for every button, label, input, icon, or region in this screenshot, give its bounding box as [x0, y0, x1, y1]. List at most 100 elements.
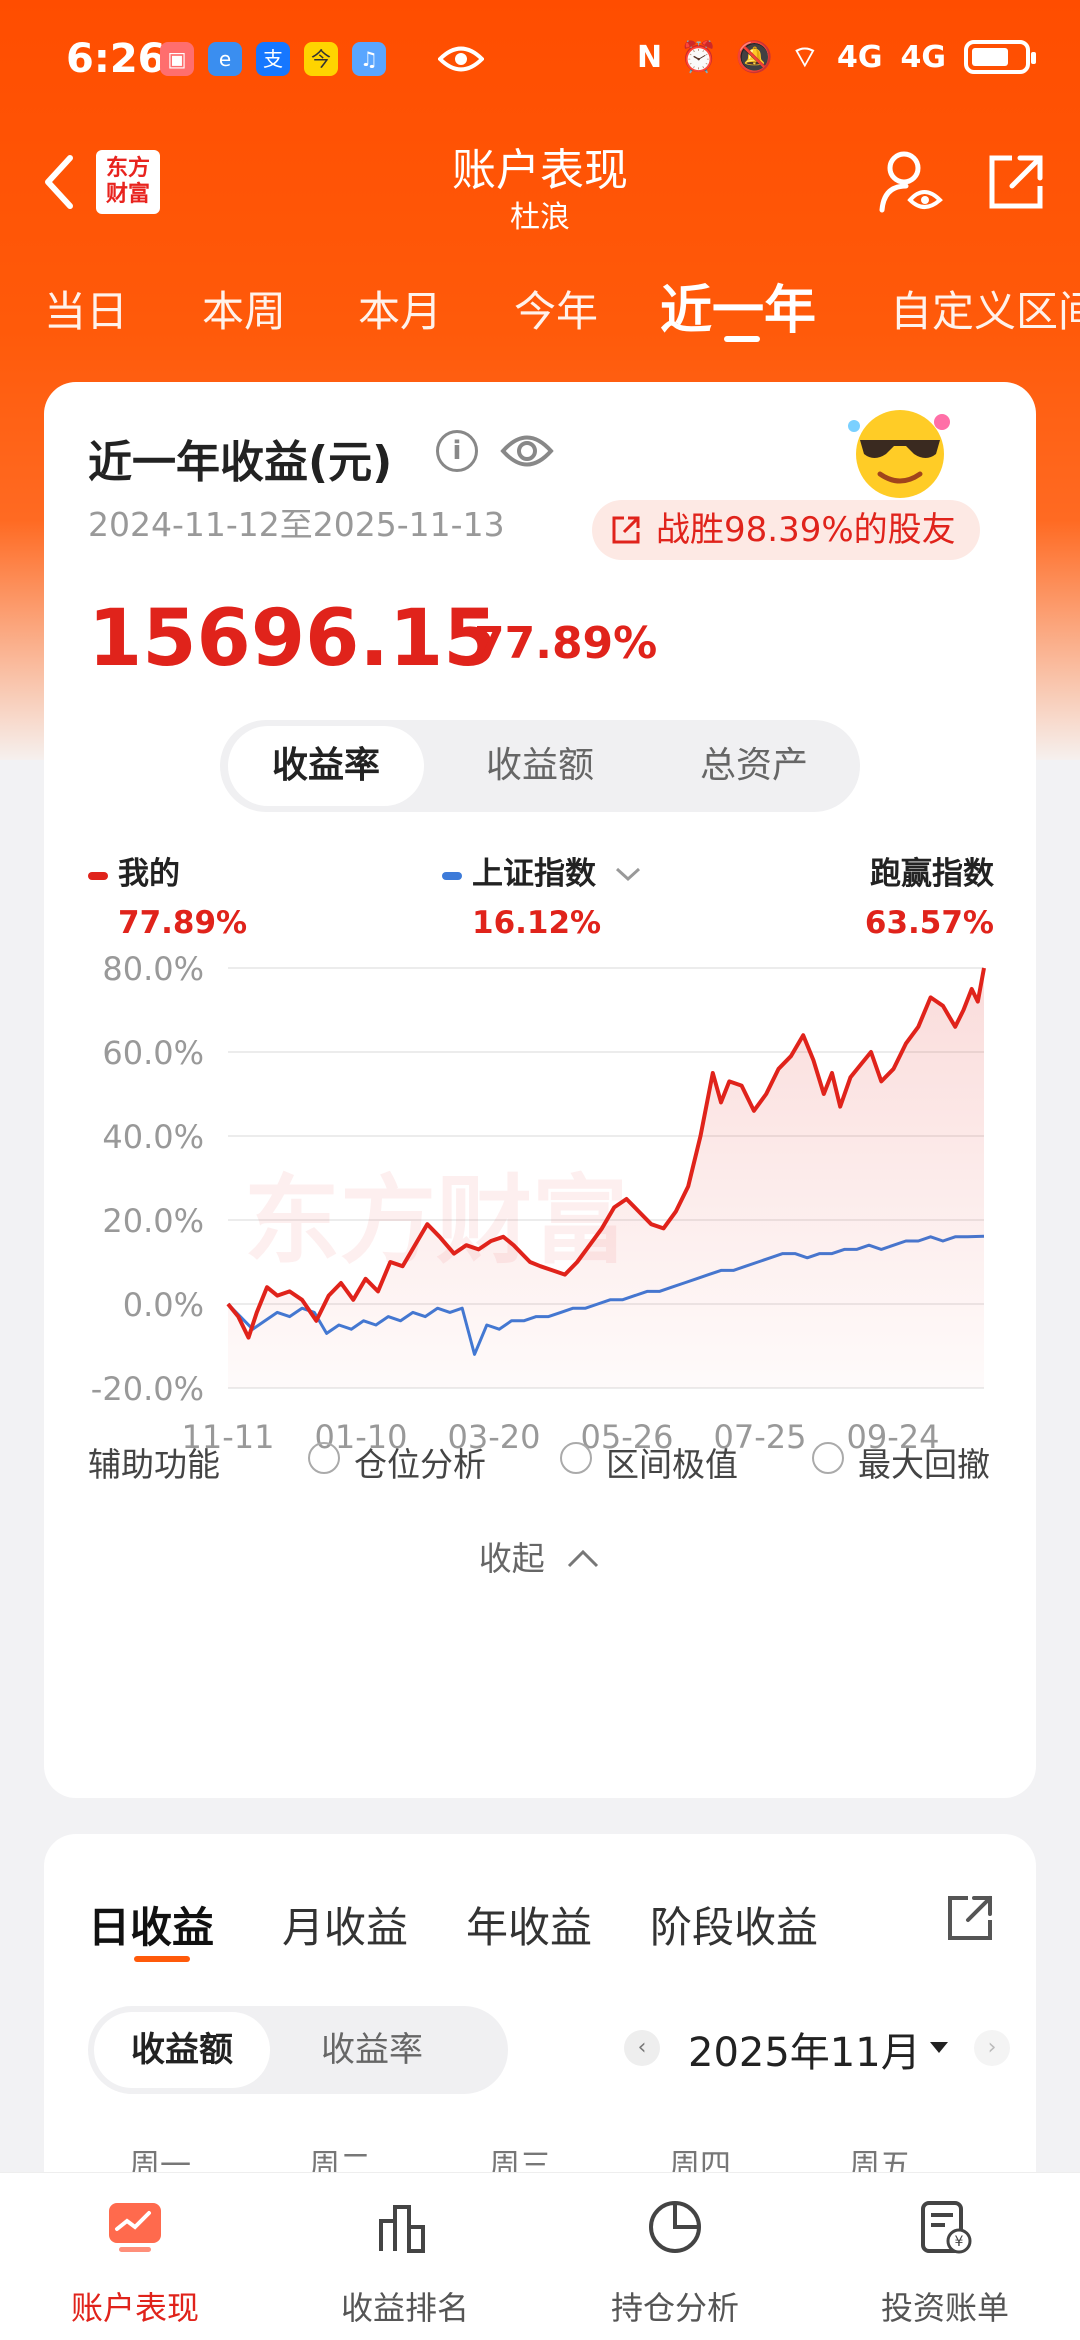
- account-name: 杜浪: [510, 200, 570, 235]
- returns-tab-indicator: [134, 1956, 190, 1962]
- sunglasses-emoji-icon: [848, 410, 950, 498]
- music-app-icon: ♫: [352, 42, 386, 76]
- legend-outperform-pct: 63.57%: [864, 905, 994, 941]
- bottom-nav-statement[interactable]: ¥ 投资账单: [810, 2173, 1080, 2340]
- battery-icon: [964, 40, 1036, 74]
- y-tick-label: 80.0%: [102, 952, 204, 988]
- status-time: 6:26: [66, 36, 166, 82]
- bar-chart-icon: [379, 2205, 425, 2253]
- x-tick-label: 07-25: [714, 1418, 807, 1456]
- tab-monthly-returns[interactable]: 月收益: [282, 1903, 409, 1952]
- tab-month[interactable]: 本月: [358, 287, 443, 336]
- notification-icons: ▣ e 支 今 ♫: [160, 42, 386, 76]
- legend-outperform-label: 跑赢指数: [870, 856, 994, 892]
- chevron-down-icon: [615, 867, 640, 882]
- mute-icon: 🔕: [735, 39, 773, 75]
- bottom-nav-label: 账户表现: [70, 2289, 199, 2327]
- tab-last-year[interactable]: 近一年: [660, 281, 817, 341]
- news-app-icon: 今: [304, 42, 338, 76]
- next-month-button[interactable]: ›: [974, 2030, 1010, 2066]
- aux-functions: 辅助功能 仓位分析 区间极值 最大回撤: [88, 1438, 1008, 1486]
- signal-4g-icon: 4G: [837, 39, 883, 75]
- wifi-icon: ⌔: [790, 40, 819, 75]
- metric-amount-option[interactable]: 收益额: [485, 745, 594, 786]
- max-drawdown-radio[interactable]: [812, 1442, 844, 1474]
- tab-ytd[interactable]: 今年: [514, 287, 599, 336]
- eye-comfort-icon: [437, 42, 485, 83]
- legend-mine: 我的 77.89%: [88, 848, 247, 941]
- share-icon[interactable]: [944, 1890, 998, 1944]
- svg-text:¥: ¥: [955, 2234, 964, 2250]
- y-tick-label: 20.0%: [102, 1202, 204, 1240]
- collapse-button[interactable]: 收起: [44, 1532, 1036, 1580]
- legend-mine-pct: 77.89%: [118, 905, 248, 941]
- summary-title: 近一年收益(元): [88, 437, 393, 488]
- chevron-up-icon: [568, 1549, 599, 1568]
- beat-peers-badge[interactable]: 战胜98.39%的股友: [592, 500, 980, 560]
- legend-mine-label: 我的: [118, 856, 180, 892]
- legend-mine-swatch: [88, 871, 108, 880]
- legend-index-swatch: [442, 871, 462, 880]
- bottom-nav-ranking[interactable]: 收益排名: [270, 2173, 540, 2340]
- tab-daily-returns[interactable]: 日收益: [88, 1903, 215, 1952]
- x-tick-label: 03-20: [448, 1418, 541, 1456]
- aux-label: 辅助功能: [88, 1445, 220, 1484]
- month-label[interactable]: 2025年11月: [688, 2030, 921, 2076]
- range-extreme-label[interactable]: 区间极值: [606, 1445, 738, 1484]
- nav-bar: 东方财富 账户表现 杜浪: [0, 120, 1080, 250]
- eastmoney-logo: 东方财富: [96, 150, 160, 214]
- y-tick-label: 0.0%: [123, 1286, 204, 1324]
- metric-rate-option[interactable]: 收益率: [228, 726, 424, 806]
- max-drawdown-label[interactable]: 最大回撤: [858, 1445, 990, 1484]
- y-tick-label: 40.0%: [102, 1118, 204, 1156]
- series-line-mine: [226, 967, 986, 1340]
- date-range: 2024-11-12至2025-11-13: [88, 505, 505, 544]
- bottom-nav: 账户表现 收益排名 持仓分析 ¥ 投资账单: [0, 2172, 1080, 2340]
- tab-custom-range[interactable]: 自定义区间: [890, 287, 1080, 336]
- month-picker: ‹ 2025年11月 ›: [584, 2016, 1010, 2086]
- tab-yearly-returns[interactable]: 年收益: [466, 1903, 593, 1952]
- page-title: 账户表现: [452, 145, 628, 196]
- alipay-app-icon: 支: [256, 42, 290, 76]
- return-line-chart[interactable]: 80.0%60.0%40.0%20.0%0.0%-20.0% 东方财富 11-1…: [44, 952, 1036, 1472]
- huawei-app-icon: ▣: [160, 42, 194, 76]
- bottom-nav-label: 持仓分析: [610, 2289, 739, 2327]
- bottom-nav-holdings[interactable]: 持仓分析: [540, 2173, 810, 2340]
- range-extreme-radio[interactable]: [560, 1442, 592, 1474]
- performance-chart-icon: [109, 2203, 161, 2252]
- privacy-user-icon[interactable]: [876, 146, 946, 216]
- visibility-eye-icon[interactable]: [500, 426, 554, 476]
- browser-app-icon: e: [208, 42, 242, 76]
- metric-assets-option[interactable]: 总资产: [699, 745, 808, 786]
- legend-outperform: 跑赢指数 63.57%: [858, 848, 994, 941]
- tab-period-returns[interactable]: 阶段收益: [650, 1903, 819, 1952]
- bottom-nav-label: 收益排名: [340, 2289, 469, 2327]
- status-bar: 6:26 ▣ e 支 今 ♫ N ⏰ 🔕 ⌔ 4G 4G: [0, 0, 1080, 120]
- returns-amount-option[interactable]: 收益额: [94, 2012, 270, 2088]
- y-tick-label: 60.0%: [102, 1034, 204, 1072]
- beat-peers-text: 战胜98.39%的股友: [656, 510, 956, 550]
- info-icon[interactable]: i: [436, 430, 478, 472]
- bill-icon: ¥: [921, 2201, 972, 2254]
- period-tabs: 当日 本周 本月 今年 近一年 自定义区间: [0, 260, 1080, 350]
- bottom-nav-account-performance[interactable]: 账户表现: [0, 2173, 270, 2340]
- nfc-icon: N: [636, 39, 663, 75]
- performance-card: 近一年收益(元) i 2024-11-12至2025-11-13 战胜98.39…: [44, 382, 1036, 1798]
- caret-down-icon[interactable]: [928, 2040, 950, 2056]
- profit-value: 15696.15: [88, 594, 498, 684]
- position-analysis-radio[interactable]: [308, 1442, 340, 1474]
- y-tick-label: -20.0%: [91, 1370, 204, 1408]
- x-tick-label: 05-26: [581, 1418, 674, 1456]
- x-tick-label: 09-24: [847, 1418, 940, 1456]
- share-icon[interactable]: [984, 150, 1048, 214]
- legend-index[interactable]: 上证指数 16.12%: [442, 848, 643, 941]
- signal-4g-icon-2: 4G: [900, 39, 947, 75]
- position-analysis-label[interactable]: 仓位分析: [354, 1445, 486, 1484]
- prev-month-button[interactable]: ‹: [624, 2030, 660, 2066]
- pie-chart-icon: [649, 2201, 701, 2253]
- tab-today[interactable]: 当日: [44, 287, 129, 336]
- tab-week[interactable]: 本周: [202, 287, 287, 336]
- legend-index-pct: 16.12%: [472, 905, 602, 941]
- back-arrow-icon[interactable]: [38, 152, 78, 212]
- returns-rate-option[interactable]: 收益率: [321, 2030, 423, 2070]
